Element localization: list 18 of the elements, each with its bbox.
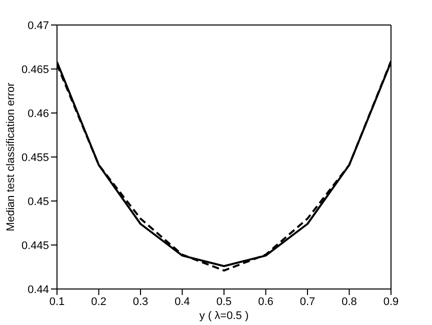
x-tick-label: 0.3 <box>132 296 148 308</box>
x-tick-label: 0.8 <box>342 296 357 308</box>
y-axis-title: Median test classification error <box>4 82 17 232</box>
x-tick-label: 0.1 <box>49 296 65 308</box>
x-tick-label: 0.2 <box>91 296 106 308</box>
x-axis-title: y ( λ=0.5 ) <box>199 310 249 322</box>
y-tick-label: 0.44 <box>28 284 49 296</box>
y-tick-label: 0.47 <box>28 20 49 32</box>
y-tick-label: 0.46 <box>28 108 49 120</box>
y-tick-label: 0.455 <box>21 152 49 164</box>
y-tick-label: 0.445 <box>21 240 49 252</box>
x-tick-label: 0.4 <box>174 296 190 308</box>
x-tick-label: 0.5 <box>216 296 232 308</box>
x-tick-label: 0.7 <box>300 296 316 308</box>
y-tick-label: 0.45 <box>28 196 49 208</box>
x-tick-label: 0.6 <box>258 296 274 308</box>
y-tick-label: 0.465 <box>21 64 49 76</box>
x-tick-label: 0.9 <box>383 296 399 308</box>
